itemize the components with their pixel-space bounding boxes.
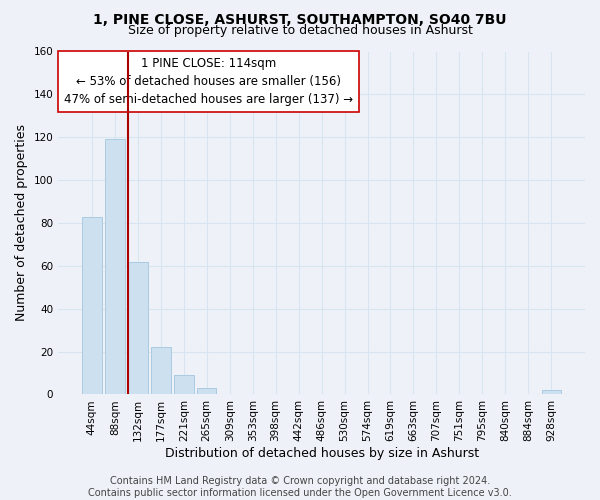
- X-axis label: Distribution of detached houses by size in Ashurst: Distribution of detached houses by size …: [164, 447, 479, 460]
- Y-axis label: Number of detached properties: Number of detached properties: [15, 124, 28, 322]
- Bar: [105, 140, 125, 394]
- Text: 1 PINE CLOSE: 114sqm
← 53% of detached houses are smaller (156)
47% of semi-deta: 1 PINE CLOSE: 114sqm ← 53% of detached h…: [64, 56, 353, 106]
- Bar: [174, 375, 194, 394]
- Bar: [128, 262, 148, 394]
- Bar: [151, 348, 170, 395]
- Bar: [82, 216, 101, 394]
- Bar: [197, 388, 217, 394]
- Text: Contains HM Land Registry data © Crown copyright and database right 2024.
Contai: Contains HM Land Registry data © Crown c…: [88, 476, 512, 498]
- Text: 1, PINE CLOSE, ASHURST, SOUTHAMPTON, SO40 7BU: 1, PINE CLOSE, ASHURST, SOUTHAMPTON, SO4…: [93, 12, 507, 26]
- Bar: [542, 390, 561, 394]
- Text: Size of property relative to detached houses in Ashurst: Size of property relative to detached ho…: [128, 24, 472, 37]
